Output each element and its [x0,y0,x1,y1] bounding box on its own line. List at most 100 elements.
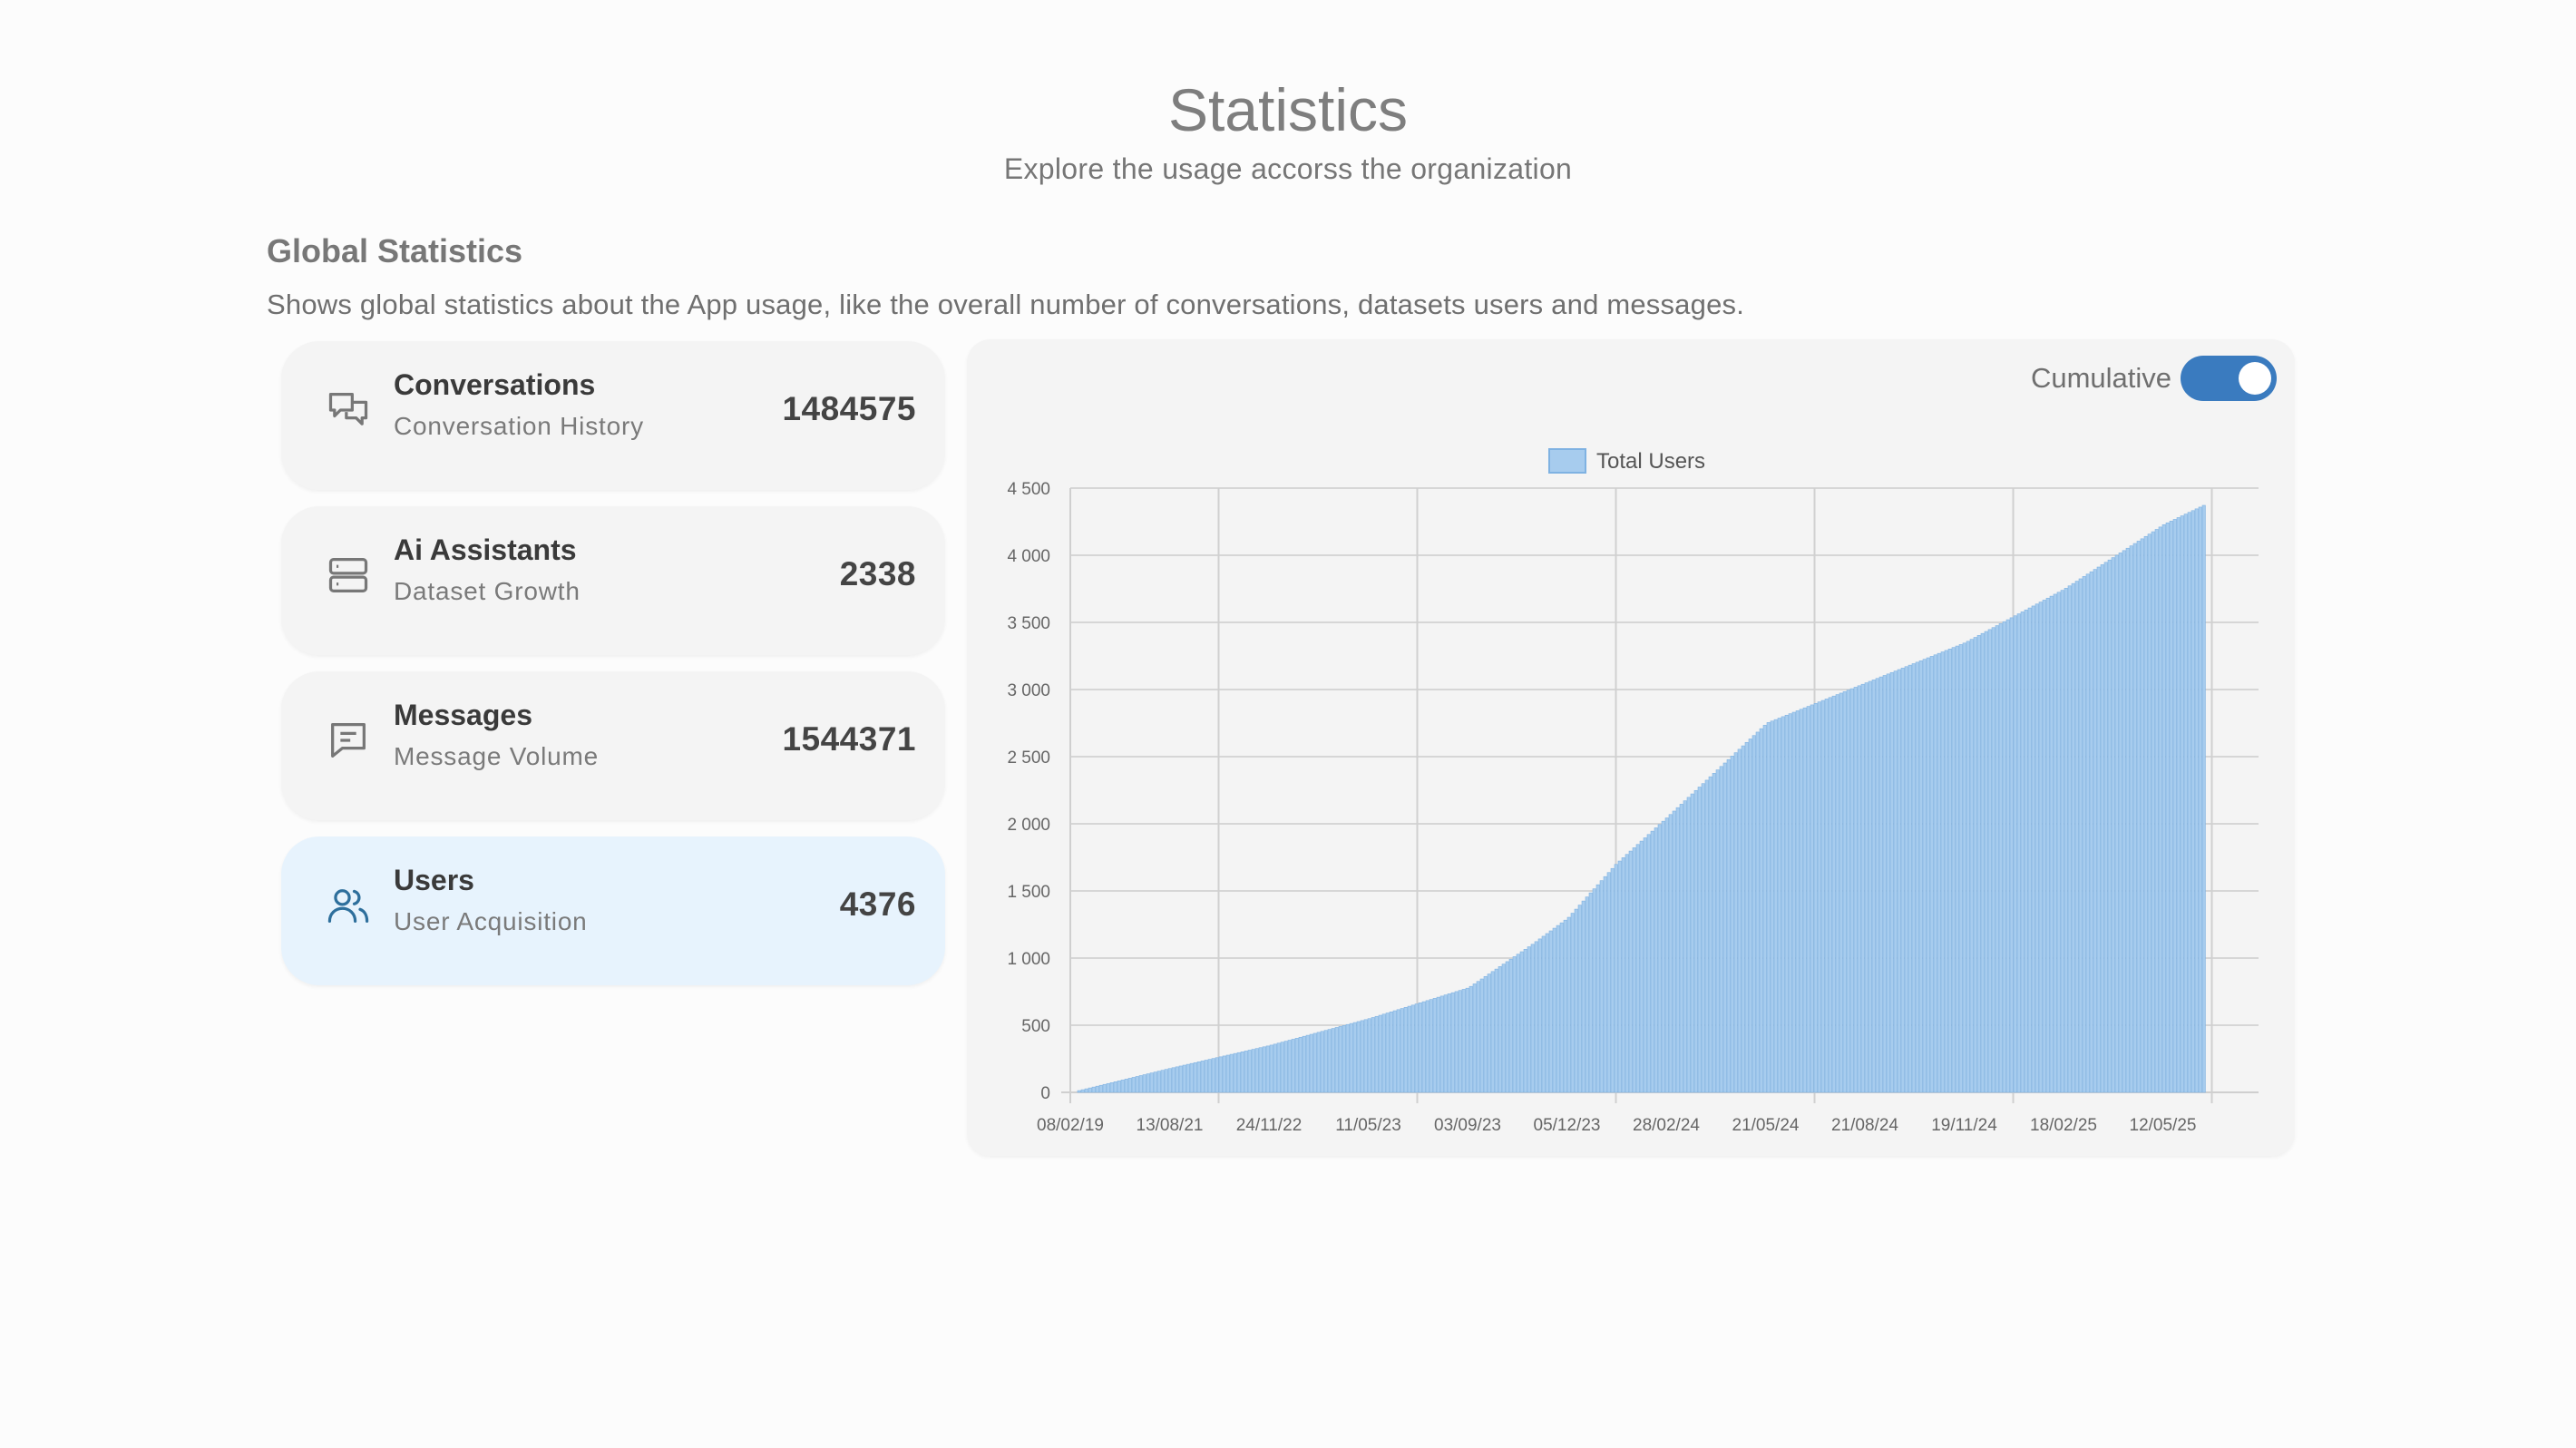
chart-bar [1084,1088,1088,1093]
x-tick-label: 12/05/25 [2130,1116,2197,1135]
chart-bar [1156,1071,1161,1093]
chart-bar [1320,1031,1324,1093]
chart-bar [1984,631,1988,1093]
chart-bar [1759,728,1763,1093]
card-count: 2338 [839,555,916,592]
chart-bar [1603,876,1607,1093]
stat-cards: Conversations Conversation History 14845… [281,341,945,1002]
chart-bar [1853,687,1858,1093]
chart-bar [1381,1013,1386,1093]
chart-bar [1392,1010,1397,1093]
chart-bar [1868,680,1872,1093]
chart-bar [1505,961,1509,1093]
y-tick-label: 1 500 [1007,883,1050,902]
chart-bar [1327,1029,1332,1093]
chart-bar [1556,925,1560,1093]
chart-bar [1338,1026,1342,1093]
chart-bar [1918,660,1923,1093]
page-subtitle: Explore the usage accorss the organizati… [1003,152,1573,185]
chart-bar [1831,695,1836,1093]
chart-bar [1715,769,1720,1093]
chart-bar [1269,1044,1273,1093]
chart-bar [2078,578,2083,1093]
stat-card-ai-assistants[interactable]: Ai Assistants Dataset Growth 2338 [281,506,945,655]
chart-bar [2172,519,2177,1093]
chart-bar [2176,517,2181,1093]
chart-bar [1610,867,1615,1093]
chart-bar [1487,973,1491,1093]
chart-bar [1498,966,1502,1093]
chart-bar [1955,645,1959,1093]
chart-bar [1523,948,1527,1093]
card-subtitle: Conversation History [394,412,644,440]
chart-bar [1904,666,1908,1093]
y-tick-label: 0 [1040,1084,1050,1103]
chart-bar [1385,1013,1390,1093]
chart-bar [2103,562,2108,1093]
chart-bar [1737,748,1742,1093]
chart-bar [1211,1058,1215,1093]
chart-bar [2165,522,2170,1093]
card-count: 1484575 [782,390,916,427]
chart-bar [1519,951,1524,1093]
chart-bar [1679,804,1683,1093]
stat-card-users[interactable]: Users User Acquisition 4376 [281,837,945,985]
chart-bar [1991,627,1995,1093]
chart-bar [1454,991,1459,1093]
chart-bar [1828,697,1832,1093]
chart-bar [2093,569,2097,1093]
chart-bar [2140,538,2144,1093]
chart-bar [1595,884,1600,1093]
chart-bar [1588,892,1593,1093]
x-tick-label: 13/08/21 [1137,1116,1204,1135]
chart-bar [1541,935,1546,1093]
chart-bar [1980,632,1985,1093]
stat-card-messages[interactable]: Messages Message Volume 1544371 [281,671,945,820]
chart-bar [1940,651,1945,1093]
chart-bar [1911,663,1916,1093]
legend-swatch [1548,448,1586,474]
card-subtitle: Message Volume [394,742,599,770]
chart-bar [1722,762,1727,1093]
chart-bar [2169,521,2173,1093]
chart-bar [1465,987,1469,1093]
chart-bar [1860,683,1865,1093]
chart-bar [1788,713,1792,1093]
chart-bar [1334,1027,1339,1093]
chart-bar [1421,1001,1426,1093]
chart-bar [2187,512,2191,1093]
chart-bar [1091,1086,1096,1093]
chart-bar [2064,588,2068,1093]
chart-bar [1969,639,1974,1093]
x-tick-label: 21/05/24 [1732,1116,1800,1135]
chart-bar [1773,719,1778,1093]
chart-bar [2183,514,2188,1093]
chart-bar [2107,559,2112,1093]
chart-bar [1686,797,1691,1093]
chart-bar [1298,1036,1303,1093]
chart-bar [2074,581,2079,1093]
chart-bar [1244,1051,1248,1093]
chart-bar [1527,946,1531,1093]
y-tick-label: 2 000 [1007,816,1050,835]
chart-bar [1693,789,1698,1093]
chart-bar [1995,625,1999,1093]
chart-bar [2132,543,2137,1093]
chart-bar [1302,1035,1306,1093]
chart-bar [1537,938,1542,1093]
chart-bar [1400,1008,1404,1093]
chart-bar [1153,1071,1157,1093]
chart-bar [2049,595,2054,1093]
section-description: Shows global statistics about the App us… [267,289,1745,320]
chart-bar [1951,647,1956,1093]
stat-card-conversations[interactable]: Conversations Conversation History 14845… [281,341,945,490]
chart-bar [2129,545,2133,1093]
chart-bar [1280,1042,1284,1093]
cumulative-toggle[interactable] [2181,356,2277,401]
chart-bar [1871,680,1876,1093]
chart-bar [2013,615,2017,1093]
chart-bar [1849,688,1854,1093]
chart-bar [2034,603,2039,1093]
chart-bar [1559,922,1564,1093]
chart-bar [1552,927,1556,1093]
